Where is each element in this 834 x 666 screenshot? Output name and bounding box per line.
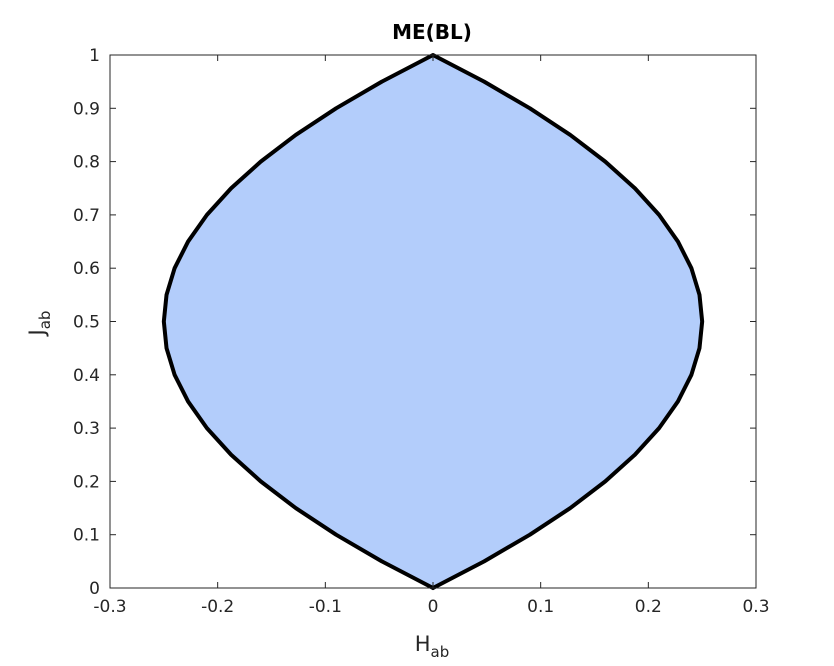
y-tick-label: 0 (89, 579, 100, 599)
y-axis-label-main: J (25, 329, 49, 337)
y-tick-label: 0.3 (73, 419, 100, 439)
y-axis-label: Jab (25, 311, 54, 338)
x-axis-label-main: H (415, 632, 431, 656)
x-axis-label-sub: ab (431, 643, 450, 661)
x-tick-label: -0.2 (201, 597, 234, 617)
labels: ME(BL) Hab Jab (25, 20, 472, 661)
y-axis-label-sub: ab (36, 311, 54, 330)
y-tick-label: 0.4 (73, 366, 100, 386)
chart-title: ME(BL) (392, 20, 472, 44)
y-tick-label: 1 (89, 46, 100, 66)
y-tick-label: 0.7 (73, 206, 100, 226)
y-tick-label: 0.8 (73, 153, 100, 173)
y-tick-label: 0.9 (73, 99, 100, 119)
x-tick-label: 0.2 (635, 597, 662, 617)
x-tick-label: 0.3 (742, 597, 769, 617)
y-tick-label: 0.2 (73, 472, 100, 492)
y-tick-label: 0.5 (73, 313, 100, 333)
x-tick-label: -0.1 (309, 597, 342, 617)
x-tick-label: 0.1 (527, 597, 554, 617)
x-tick-label: -0.3 (93, 597, 126, 617)
x-tick-label: 0 (428, 597, 439, 617)
y-tick-label: 0.6 (73, 259, 100, 279)
filled-region (163, 55, 703, 588)
y-tick-label: 0.1 (73, 526, 100, 546)
x-axis-label: Hab (415, 632, 450, 661)
axes: -0.3 -0.2 -0.1 0 0.1 0.2 0.3 0 0.1 0.2 0.3 0.4 0.5 0.… (73, 46, 770, 617)
